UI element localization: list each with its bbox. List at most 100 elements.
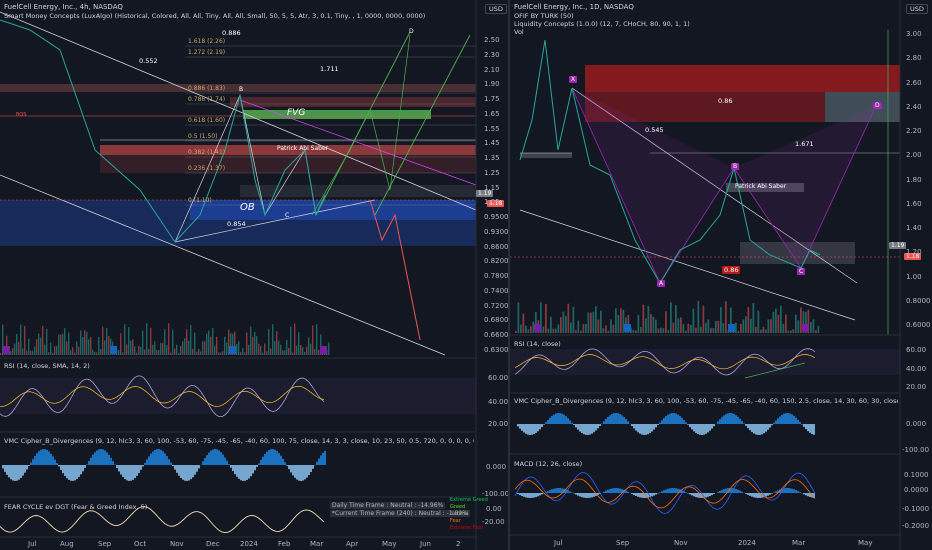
wave-bar — [112, 461, 114, 465]
wave-bar — [671, 413, 673, 424]
right-indicator-1[interactable]: OFIF BY TURK (50) — [514, 12, 574, 20]
right-indicator-2[interactable]: Liquidity Concepts (1.0.0) (12, 7, CHoCH… — [514, 20, 690, 28]
left-title[interactable]: FuelCell Energy, Inc., 4h, NASDAQ — [4, 3, 123, 11]
wave-bar — [585, 424, 587, 435]
right-title[interactable]: FuelCell Energy, Inc., 1D, NASDAQ — [514, 3, 634, 11]
right-rsi-label[interactable]: RSI (14, close) — [514, 340, 561, 348]
volume-bar — [60, 334, 62, 355]
left-time-tick: Jun — [420, 540, 431, 548]
volume-bar — [52, 352, 54, 355]
volume-bar — [20, 324, 22, 355]
volume-bar — [318, 349, 320, 355]
wave-bar — [14, 465, 16, 481]
volume-bar — [650, 314, 652, 333]
volume-bar — [18, 342, 20, 355]
wave-bar — [783, 413, 785, 424]
left-indicator-label[interactable]: Smart Money Concepts (LuxAlgo) (Historic… — [4, 12, 426, 20]
wave-bar — [771, 493, 773, 494]
wave-bar — [755, 424, 757, 435]
right-macd-tick-1: 0.1000 — [904, 471, 929, 479]
volume-bar — [517, 302, 520, 333]
wave-bar — [218, 450, 220, 465]
trendline-lower — [0, 174, 446, 356]
volume-bar — [697, 301, 700, 333]
wave-bar — [142, 465, 144, 467]
right-currency-button[interactable]: USD — [906, 4, 928, 14]
wave-bar — [50, 453, 52, 465]
point-c: C — [285, 212, 290, 219]
volume-bar — [216, 336, 218, 355]
wave-bar — [18, 465, 20, 480]
right-rsi-line — [514, 348, 816, 376]
left-time-tick: 2 — [456, 540, 461, 548]
left-vmc-label[interactable]: VMC Cipher_B_Divergences (9, 12, hlc3, 3… — [4, 437, 474, 445]
left-price-tick: 1.25 — [484, 168, 500, 177]
volume-bar — [597, 319, 600, 333]
wave-bar — [753, 493, 755, 498]
wave-bar — [140, 465, 142, 470]
wave-bar — [519, 493, 521, 496]
volume-bar — [702, 305, 705, 333]
volume-bar — [94, 351, 96, 355]
wave-bar — [20, 465, 22, 478]
wave-bar — [731, 488, 733, 493]
wave-bar — [557, 488, 559, 493]
volume-bar — [210, 336, 212, 355]
wave-bar — [719, 419, 721, 424]
wave-bar — [268, 450, 270, 465]
right-chart-pane[interactable]: FuelCell Energy, Inc., 1D, NASDAQ OFIF B… — [510, 0, 932, 550]
left-main-chart[interactable] — [0, 0, 508, 550]
target-zone — [825, 92, 900, 122]
wave-bar — [763, 424, 765, 434]
volume-bar — [46, 328, 48, 355]
wave-bar — [717, 491, 719, 493]
left-time-tick: May — [382, 540, 397, 548]
wave-bar — [24, 465, 26, 473]
fear-legend-item: Extreme Greed — [450, 497, 488, 503]
wave-bar — [735, 488, 737, 493]
left-price-series — [0, 19, 326, 243]
right-main-chart[interactable] — [510, 0, 932, 550]
wave-bar — [607, 416, 609, 424]
right-vmc-label[interactable]: VMC Cipher_B_Divergences (9, 12, hlc3, 3… — [514, 397, 898, 405]
volume-bar — [320, 334, 322, 355]
volume-bar — [198, 348, 200, 355]
right-rsi-ma — [514, 354, 816, 370]
volume-bar — [562, 311, 565, 333]
left-rsi-label[interactable]: RSI (14, close, SMA, 14, 2) — [4, 362, 90, 370]
wave-bar — [90, 457, 92, 465]
right-indicator-3[interactable]: Vol — [514, 28, 524, 36]
wave-bar — [745, 493, 747, 494]
wave-bar — [162, 451, 164, 465]
point-b-right: B — [731, 163, 740, 170]
wave-bar — [521, 424, 523, 431]
wave-bar — [609, 415, 611, 424]
volume-bar — [710, 328, 712, 333]
right-macd-label[interactable]: MACD (12, 26, close) — [514, 460, 583, 468]
left-rsi-tick-60: 60.00 — [488, 374, 509, 382]
volume-bar — [545, 304, 547, 333]
volume-bar — [535, 311, 537, 333]
left-currency-button[interactable]: USD — [485, 4, 507, 14]
wave-bar — [663, 490, 665, 493]
wave-bar — [619, 488, 621, 493]
wave-bar — [294, 465, 296, 478]
fib-label: 0.886 (1.83) — [188, 85, 226, 92]
pane-divider[interactable] — [508, 0, 510, 550]
volume-bar — [186, 329, 188, 355]
wave-bar — [723, 489, 725, 493]
volume-bar — [222, 351, 224, 355]
wave-bar — [312, 465, 314, 469]
wave-bar — [669, 413, 671, 424]
left-fear-label[interactable]: FEAR CYCLE ev DGT (Fear & Greed Index, 5… — [4, 503, 148, 511]
wave-bar — [691, 424, 693, 430]
wave-bar — [62, 465, 64, 474]
wave-bar — [16, 465, 18, 481]
wave-bar — [595, 493, 597, 496]
wave-bar — [771, 424, 773, 426]
wave-bar — [611, 414, 613, 424]
volume-bar — [740, 323, 742, 333]
volume-bar — [610, 319, 612, 333]
left-chart-pane[interactable]: FuelCell Energy, Inc., 4h, NASDAQ Smart … — [0, 0, 509, 550]
volume-bar — [226, 342, 228, 355]
